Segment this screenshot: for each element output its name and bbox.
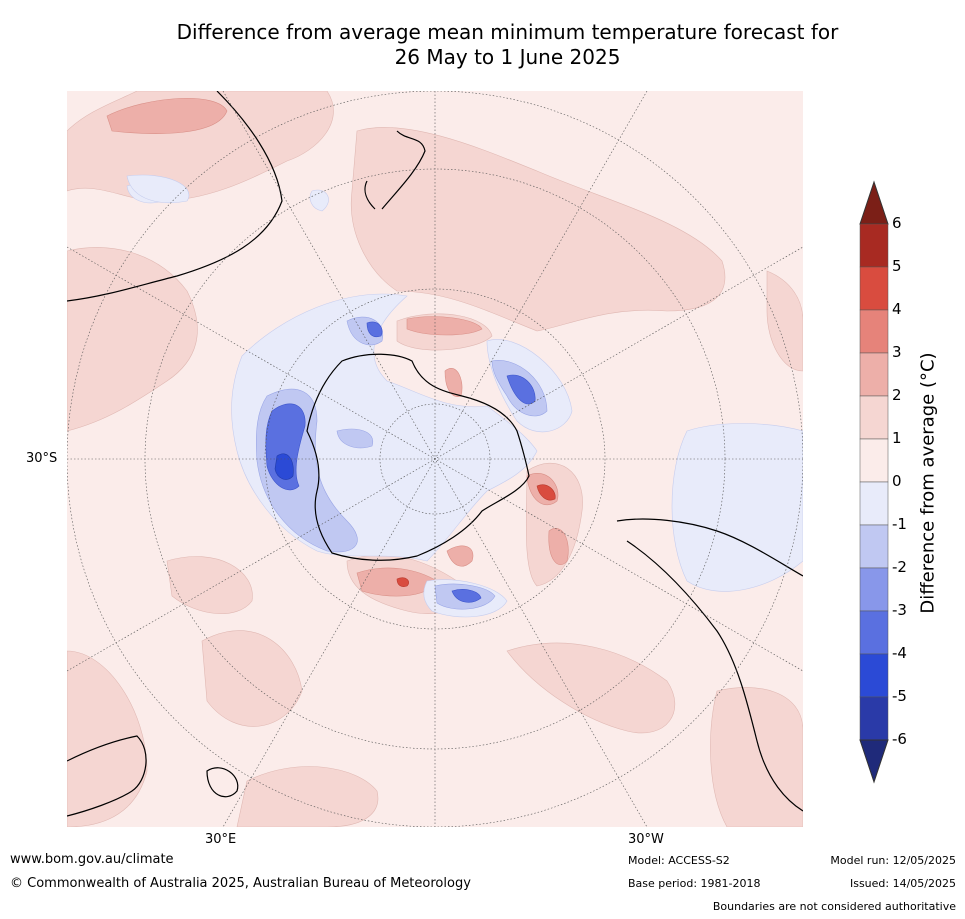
colorbar-segment [859,653,889,698]
polar-map [67,91,803,827]
colorbar-tick-label: -4 [892,644,907,662]
australia-coast [67,91,283,302]
colorbar-segment [859,567,889,612]
colorbar-segment [859,223,889,268]
colorbar-segment [859,696,889,741]
warm-anomaly-areas [67,91,803,827]
colorbar-tick-label: -5 [892,687,907,705]
colorbar-extend-top [859,180,889,225]
hot-anomaly-core [396,484,556,587]
graticule [67,91,803,827]
colorbar-tick-label: 0 [892,472,902,490]
colorbar-tick-label: -3 [892,601,907,619]
model-run: Model run: 12/05/2025 [830,854,956,867]
colorbar-segment [859,395,889,440]
base-period: Base period: 1981-2018 [628,877,761,890]
website-link[interactable]: www.bom.gov.au/climate [10,852,174,867]
colorbar-segment [859,524,889,569]
colorbar-segment [859,481,889,526]
colorbar-extend-bottom [859,739,889,784]
issued-date: Issued: 14/05/2025 [849,877,956,890]
lon-label-30e: 30°E [205,832,237,847]
south-america [616,518,803,812]
colorbar-tick-label: 1 [892,429,902,447]
map-svg [67,91,803,827]
antarctica-coastline [306,353,530,561]
colorbar-tick-label: 6 [892,214,902,232]
colorbar [859,180,889,784]
colorbar-segment [859,266,889,311]
colorbar-tick-label: 3 [892,343,902,361]
colorbar-segment [859,438,889,483]
model-name: Model: ACCESS-S2 [628,854,730,867]
title-line-1: Difference from average mean minimum tem… [176,20,839,44]
lon-label-30w: 30°W [628,832,664,847]
colorbar-tick-label: -6 [892,730,907,748]
cool-anomaly-core [274,453,294,480]
colorbar-tick-label: 4 [892,300,902,318]
africa-coast [67,735,147,817]
colorbar-title: Difference from average (°C) [917,352,939,614]
colorbar-tick-label: -1 [892,515,907,533]
madagascar [206,767,239,798]
strong-warm-anomaly [106,97,569,597]
copyright: © Commonwealth of Australia 2025, Austra… [10,876,471,891]
colorbar-tick-label: 5 [892,257,902,275]
title-line-2: 26 May to 1 June 2025 [394,45,621,69]
new-zealand [364,130,426,210]
colorbar-segment [859,309,889,354]
lat-label-30s: 30°S [26,451,58,466]
colorbar-segment [859,352,889,397]
colorbar-tick-label: 2 [892,386,902,404]
colorbar-tick-label: -2 [892,558,907,576]
colorbar-segment [859,610,889,655]
disclaimer: Boundaries are not considered authoritat… [712,900,956,913]
map-title: Difference from average mean minimum tem… [0,20,965,70]
